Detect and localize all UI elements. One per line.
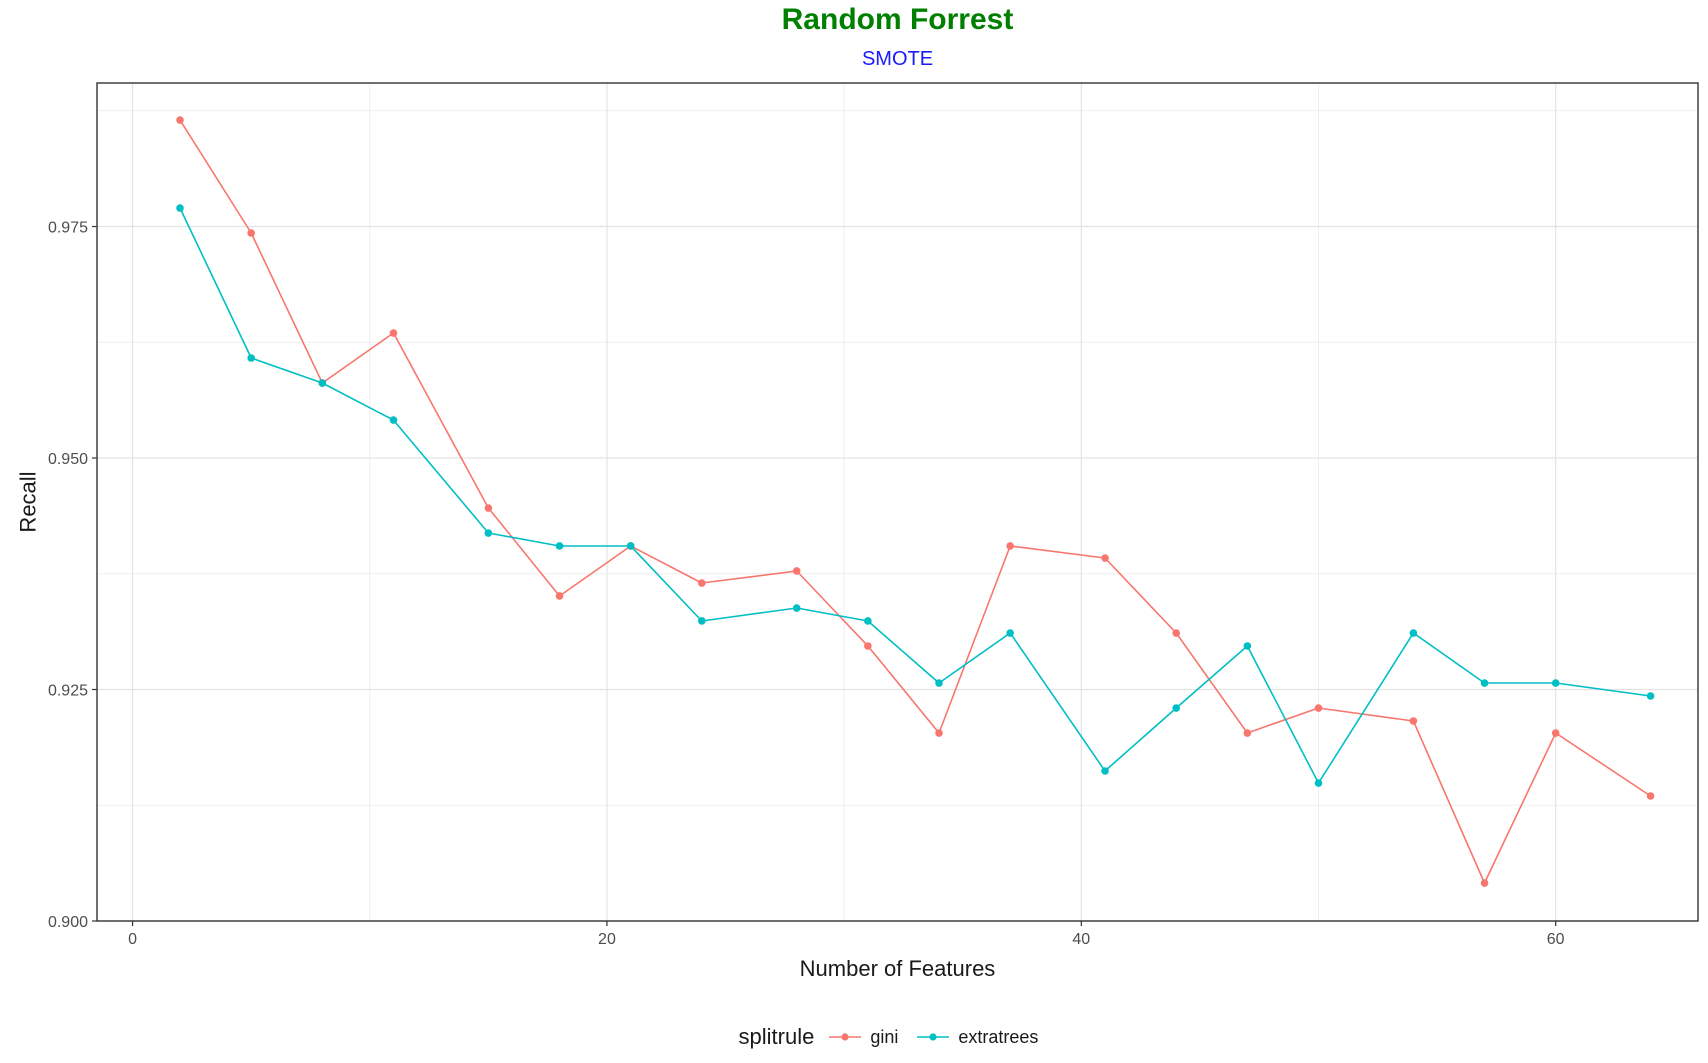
data-point-extratrees bbox=[792, 604, 801, 612]
x-axis-title: Number of Features bbox=[800, 956, 996, 981]
data-point-extratrees bbox=[1101, 767, 1109, 775]
chart-subtitle: SMOTE bbox=[861, 48, 934, 70]
data-point-extratrees bbox=[864, 617, 872, 625]
data-point-gini bbox=[935, 729, 943, 737]
data-point-extratrees bbox=[1314, 779, 1323, 787]
data-point-extratrees bbox=[698, 617, 706, 625]
legend-item-gini: gini bbox=[828, 1027, 898, 1048]
data-point-extratrees bbox=[318, 379, 327, 387]
series-line-extratrees bbox=[179, 207, 1651, 784]
series-line-gini bbox=[179, 119, 1652, 884]
y-tick-label: 0.975 bbox=[48, 220, 88, 237]
data-point-extratrees bbox=[555, 542, 564, 550]
data-point-extratrees bbox=[1646, 692, 1655, 700]
data-point-extratrees bbox=[1006, 629, 1014, 637]
y-tick-label: 0.950 bbox=[48, 451, 88, 468]
chart-title: Random Forrest bbox=[781, 3, 1014, 36]
y-axis-title: Recall bbox=[16, 471, 41, 532]
legend-key-gini bbox=[829, 1033, 862, 1041]
data-point-gini bbox=[792, 567, 801, 575]
data-point-gini bbox=[1243, 729, 1252, 737]
x-tick-label: 60 bbox=[1547, 931, 1565, 948]
data-point-gini bbox=[176, 116, 184, 124]
data-point-extratrees bbox=[1551, 679, 1560, 687]
data-point-gini bbox=[1646, 792, 1655, 800]
data-point-extratrees bbox=[1243, 642, 1252, 650]
data-point-gini bbox=[1551, 729, 1560, 737]
legend-label-gini: gini bbox=[870, 1026, 899, 1047]
data-point-gini bbox=[1480, 879, 1489, 887]
data-point-extratrees bbox=[389, 416, 398, 424]
data-point-gini bbox=[555, 592, 564, 600]
x-tick-label: 40 bbox=[1072, 931, 1090, 948]
legend-item-extratrees: extratrees bbox=[916, 1027, 1038, 1048]
data-point-extratrees bbox=[247, 354, 255, 362]
data-point-gini bbox=[1006, 542, 1014, 550]
grid-lines bbox=[97, 83, 1698, 922]
data-point-extratrees bbox=[484, 529, 493, 537]
data-point-gini bbox=[1314, 704, 1323, 712]
data-point-gini bbox=[247, 229, 255, 237]
data-point-gini bbox=[1172, 629, 1180, 637]
data-point-gini bbox=[1409, 717, 1418, 725]
data-point-extratrees bbox=[1480, 679, 1489, 687]
series-layer bbox=[176, 116, 1655, 887]
legend-key-extratrees bbox=[917, 1033, 950, 1041]
data-point-gini bbox=[864, 642, 872, 650]
data-point-extratrees bbox=[176, 204, 184, 212]
data-point-extratrees bbox=[626, 542, 635, 550]
y-tick-label: 0.925 bbox=[48, 683, 88, 700]
legend: splitrule gini extratrees bbox=[44, 1024, 1708, 1050]
data-point-extratrees bbox=[1409, 629, 1418, 637]
legend-label-extratrees: extratrees bbox=[958, 1026, 1039, 1047]
data-point-gini bbox=[698, 579, 706, 587]
data-point-gini bbox=[1101, 554, 1109, 562]
data-point-extratrees bbox=[935, 679, 943, 687]
axis-ticks: 0 20 40 60 0.900 0.925 0.950 0.975 bbox=[48, 220, 1565, 948]
plot-panel-border bbox=[96, 82, 1699, 922]
data-point-extratrees bbox=[1172, 704, 1180, 712]
legend-title: splitrule bbox=[738, 1024, 815, 1049]
data-point-gini bbox=[389, 329, 398, 337]
data-point-gini bbox=[484, 504, 493, 512]
x-tick-label: 0 bbox=[128, 931, 137, 948]
y-tick-label: 0.900 bbox=[48, 914, 88, 931]
x-tick-label: 20 bbox=[598, 931, 616, 948]
